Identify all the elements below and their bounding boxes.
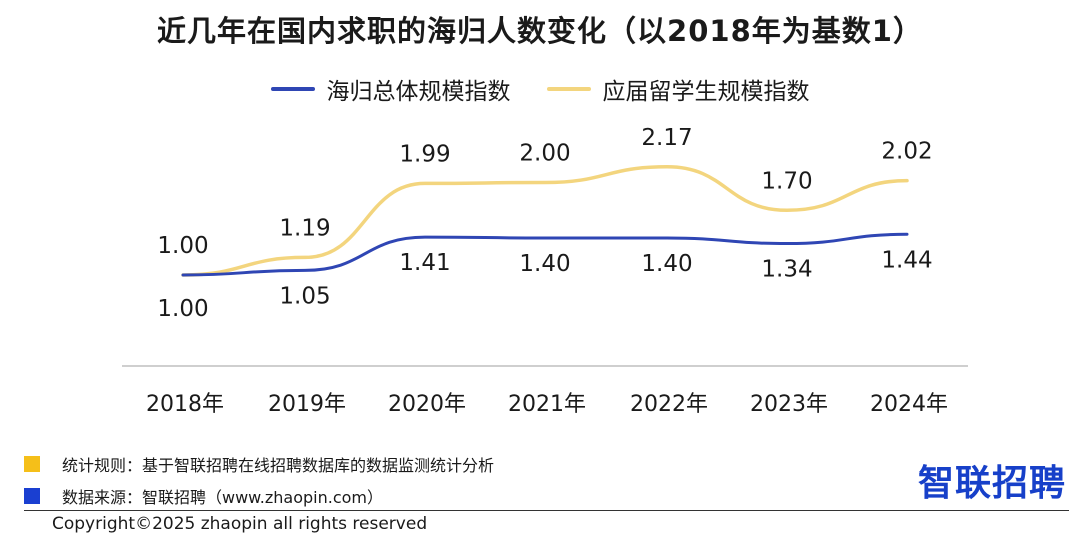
note-source-marker [24,488,40,504]
data-label-overall-5: 1.34 [761,257,812,283]
legend-item-overall: 海归总体规模指数 [270,72,511,106]
note-rule: 统计规则：基于智联招聘在线招聘数据库的数据监测统计分析 [24,452,494,476]
note-rule-text: 统计规则：基于智联招聘在线招聘数据库的数据监测统计分析 [62,456,495,475]
line-chart: 1.00 1.05 1.41 1.40 1.40 1.34 1.44 1.00 1.19 1.99… [122,125,968,417]
x-tick-label-2: 2020年 [388,392,466,417]
data-label-graduates-2: 1.99 [399,141,450,167]
data-label-graduates-3: 2.00 [519,141,570,167]
legend-label-overall: 海归总体规模指数 [326,79,511,105]
legend-swatch-overall [270,87,315,91]
series-line-graduates [181,165,909,277]
data-label-overall-4: 1.40 [641,251,692,277]
data-label-overall-1: 1.05 [279,283,330,309]
data-label-graduates-1: 1.19 [279,215,330,241]
x-tick-label-4: 2022年 [630,392,708,417]
legend: 海归总体规模指数 应届留学生规模指数 [0,72,1080,106]
data-label-graduates-5: 1.70 [761,168,812,194]
footer-divider [24,510,1069,511]
data-label-overall-2: 1.41 [399,250,450,276]
x-tick-label-5: 2023年 [750,392,828,417]
x-tick-label-0: 2018年 [146,392,224,417]
data-label-graduates-0: 1.00 [157,233,208,259]
data-label-overall-3: 1.40 [519,251,570,277]
note-source: 数据来源：智联招聘（www.zhaopin.com） [24,484,383,508]
data-label-graduates-4: 2.17 [641,125,692,151]
x-tick-label-6: 2024年 [870,392,948,417]
x-tick-label-1: 2019年 [268,392,346,417]
chart-title: 近几年在国内求职的海归人数变化（以2018年为基数1） [157,14,923,48]
data-label-overall-0: 1.00 [157,296,208,322]
note-source-text: 数据来源：智联招聘（www.zhaopin.com） [62,488,384,507]
data-label-overall-6: 1.44 [881,247,932,273]
legend-swatch-graduates [546,87,591,91]
zhaopin-logo: 智联招聘 [917,463,1066,504]
note-rule-marker [24,456,40,472]
copyright-text: Copyright©2025 zhaopin all rights reserv… [52,514,428,534]
legend-label-graduates: 应届留学生规模指数 [602,79,810,105]
legend-item-graduates: 应届留学生规模指数 [546,72,810,106]
data-label-graduates-6: 2.02 [881,139,932,165]
series-line-overall [181,232,909,277]
x-tick-label-3: 2021年 [508,392,586,417]
